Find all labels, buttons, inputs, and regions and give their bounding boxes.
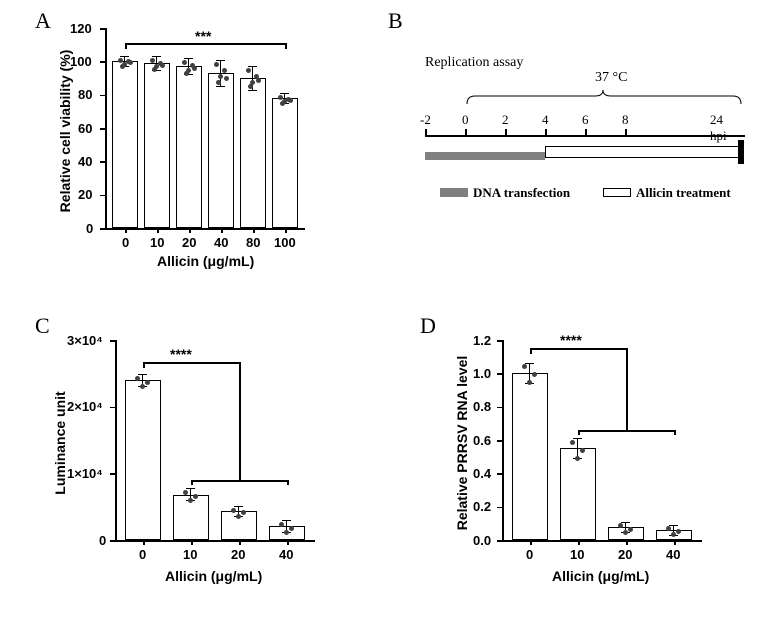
panel-a-xtitle: Allicin (μg/mL) <box>157 253 254 269</box>
ytick-d-12: 1.2 <box>473 333 491 348</box>
xtick-c-1: 10 <box>183 547 197 562</box>
bar-a-20 <box>176 66 202 228</box>
panel-c-sig: **** <box>170 346 192 362</box>
bar-a-40 <box>208 73 234 228</box>
legend-allicin-box <box>603 188 631 197</box>
ytick-d-00: 0.0 <box>473 533 491 548</box>
legend-dna-text: DNA transfection <box>473 185 570 201</box>
panel-b-title: Replication assay <box>425 55 523 71</box>
xtick-c-0: 0 <box>139 547 146 562</box>
panel-d-ytitle: Relative PRRSV RNA level <box>454 343 470 543</box>
btick-3: 4 <box>542 112 549 128</box>
panel-b-diagram: Replication assay 37 °C -2 0 2 4 6 8 24 … <box>420 40 740 240</box>
xtick-a-40: 40 <box>214 235 228 250</box>
xtick-d-2: 20 <box>618 547 632 562</box>
panel-a-chart: 120 100 80 60 40 20 0 Relative cell viab… <box>60 28 320 278</box>
ytick-d-06: 0.6 <box>473 433 491 448</box>
xtick-c-3: 40 <box>279 547 293 562</box>
ytick-80: 80 <box>78 87 92 102</box>
panel-d-chart: 1.2 1.0 0.8 0.6 0.4 0.2 0.0 Relative PRR… <box>445 340 725 600</box>
ytick-c-3: 3×10⁴ <box>67 333 103 348</box>
panel-c-ytitle: Luminance unit <box>52 373 68 513</box>
bar-c-0 <box>125 380 161 540</box>
allicin-treatment-bar <box>545 146 740 158</box>
xtick-a-0: 0 <box>122 235 129 250</box>
ytick-40: 40 <box>78 154 92 169</box>
btick-2: 2 <box>502 112 509 128</box>
legend-dna-box <box>440 188 468 197</box>
ytick-c-1: 1×10⁴ <box>67 466 103 481</box>
legend-allicin-text: Allicin treatment <box>636 185 731 201</box>
panel-d-xtitle: Allicin (μg/mL) <box>552 568 649 584</box>
panel-d-sig: **** <box>560 332 582 348</box>
xtick-a-80: 80 <box>246 235 260 250</box>
ytick-c-0: 0 <box>99 533 106 548</box>
xtick-a-100: 100 <box>274 235 296 250</box>
brace-icon <box>465 88 745 108</box>
btick-4: 6 <box>582 112 589 128</box>
panel-a-ytitle: Relative cell viability (%) <box>57 31 73 231</box>
btick-24: 24 hpi <box>710 112 740 144</box>
xtick-a-20: 20 <box>182 235 196 250</box>
end-marker <box>738 140 744 164</box>
ytick-d-10: 1.0 <box>473 366 491 381</box>
bar-a-80 <box>240 78 266 228</box>
panel-b-label: B <box>388 8 403 34</box>
panel-c-label: C <box>35 313 50 339</box>
bar-d-10 <box>560 448 596 540</box>
panel-c-chart: 3×10⁴ 2×10⁴ 1×10⁴ 0 Luminance unit **** … <box>55 340 335 600</box>
ytick-120: 120 <box>70 21 92 36</box>
panel-c-xtitle: Allicin (μg/mL) <box>165 568 262 584</box>
panel-d-label: D <box>420 313 436 339</box>
btick-5: 8 <box>622 112 629 128</box>
xtick-d-3: 40 <box>666 547 680 562</box>
ytick-d-04: 0.4 <box>473 466 491 481</box>
xtick-d-1: 10 <box>570 547 584 562</box>
ytick-100: 100 <box>70 54 92 69</box>
xtick-c-2: 20 <box>231 547 245 562</box>
xtick-d-0: 0 <box>526 547 533 562</box>
bar-a-10 <box>144 63 170 228</box>
ytick-c-2: 2×10⁴ <box>67 399 103 414</box>
btick-0: -2 <box>420 112 431 128</box>
ytick-20: 20 <box>78 187 92 202</box>
panel-a-label: A <box>35 8 51 34</box>
xtick-a-10: 10 <box>150 235 164 250</box>
ytick-0: 0 <box>86 221 93 236</box>
ytick-d-08: 0.8 <box>473 399 491 414</box>
ytick-d-02: 0.2 <box>473 499 491 514</box>
dna-transfection-bar <box>425 152 545 160</box>
ytick-60: 60 <box>78 121 92 136</box>
panel-a-sig: *** <box>195 28 211 44</box>
btick-1: 0 <box>462 112 469 128</box>
bar-d-0 <box>512 373 548 540</box>
bar-a-100 <box>272 98 298 228</box>
panel-b-temp: 37 °C <box>595 70 627 86</box>
bar-a-0 <box>112 61 138 228</box>
